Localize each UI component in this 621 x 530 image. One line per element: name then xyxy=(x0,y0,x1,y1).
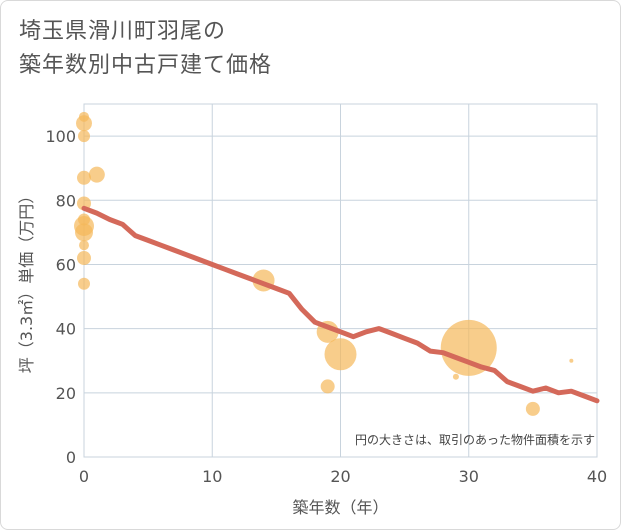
y-axis-label: 坪（3.3㎡）単価（万円） xyxy=(17,188,36,373)
data-bubble xyxy=(78,130,90,143)
data-bubble xyxy=(77,251,91,266)
y-tick-label: 80 xyxy=(56,191,76,210)
y-tick-label: 0 xyxy=(66,448,76,467)
data-bubble xyxy=(78,277,90,290)
data-bubble xyxy=(88,166,105,183)
x-tick-label: 10 xyxy=(202,467,222,486)
y-tick-label: 100 xyxy=(45,127,76,146)
trend-line xyxy=(81,205,600,404)
chart-title-line-1: 埼玉県滑川町羽尾の xyxy=(19,19,227,44)
y-tick-label: 40 xyxy=(56,320,76,339)
data-bubble xyxy=(79,240,89,251)
x-tick-label: 20 xyxy=(330,467,350,486)
data-bubble xyxy=(320,379,335,394)
x-tick-label: 40 xyxy=(587,467,607,486)
chart-title: 埼玉県滑川町羽尾の 築年数別中古戸建て価格 xyxy=(19,15,272,83)
data-bubble xyxy=(77,170,91,185)
data-bubble xyxy=(324,338,357,371)
y-tick-label: 20 xyxy=(56,384,76,403)
x-axis-label: 築年数（年） xyxy=(292,498,388,517)
data-bubble xyxy=(452,373,459,380)
grid-lines xyxy=(83,104,598,458)
data-bubble xyxy=(76,115,92,132)
data-bubble xyxy=(525,401,540,416)
data-bubble xyxy=(440,319,497,376)
x-tick-label: 30 xyxy=(459,467,479,486)
x-axis-ticks: 0 10 20 30 40 xyxy=(79,467,607,486)
data-bubble xyxy=(569,358,574,363)
y-axis-ticks: 0 20 40 60 80 100 xyxy=(45,127,76,467)
y-tick-label: 60 xyxy=(56,255,76,274)
bubble-size-note: 円の大きさは、取引のあった物件面積を示す xyxy=(355,432,595,447)
bubble-series xyxy=(74,111,574,416)
chart-title-line-2: 築年数別中古戸建て価格 xyxy=(19,53,273,78)
x-tick-label: 0 xyxy=(79,467,89,486)
data-bubble xyxy=(75,223,93,242)
